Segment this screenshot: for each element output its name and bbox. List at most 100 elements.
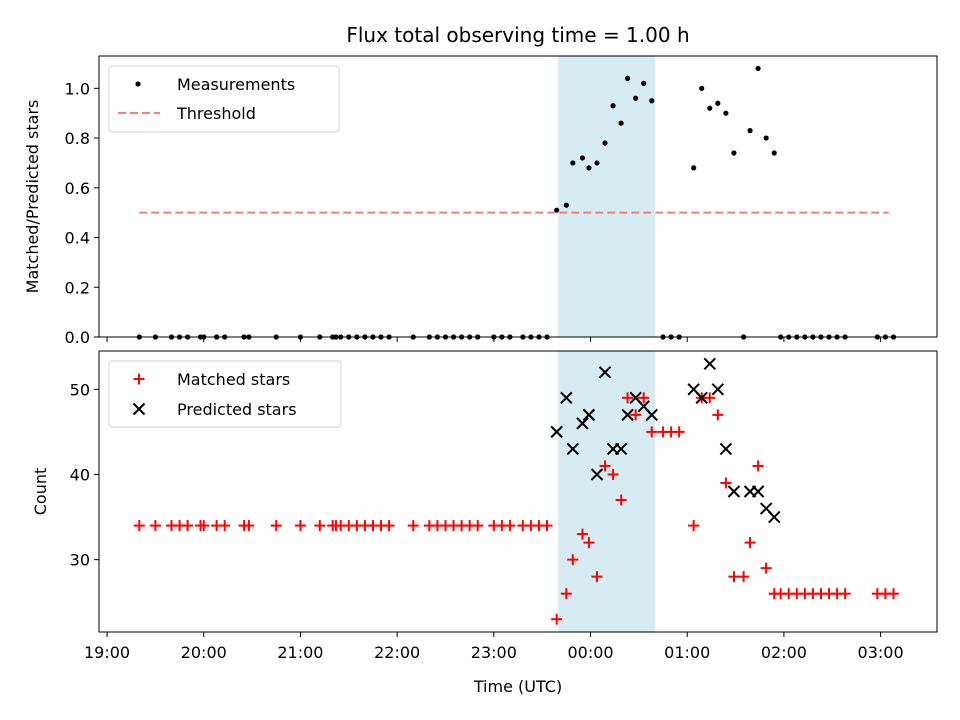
- matched-star-point: [728, 571, 740, 583]
- matched-star-point: [472, 520, 484, 532]
- matched-star-point: [576, 528, 588, 540]
- measurement-point: [747, 128, 753, 134]
- matched-star-point: [294, 520, 306, 532]
- bottom-legend: Matched stars Predicted stars: [108, 360, 342, 428]
- bottom-y-tick-label: 40: [70, 465, 90, 484]
- matched-star-point: [622, 392, 634, 404]
- predicted-star-point: [703, 357, 716, 370]
- predicted-star-point: [768, 510, 781, 524]
- x-tick-label: 21:00: [277, 643, 323, 662]
- measurement-point: [771, 150, 777, 156]
- predicted-star-point: [576, 417, 589, 430]
- legend-matched-marker: [133, 373, 145, 385]
- top-y-tick-label: 0.6: [65, 179, 90, 198]
- predicted-star-point: [719, 442, 733, 456]
- matched-star-point: [133, 520, 145, 532]
- measurement-point: [763, 135, 769, 141]
- matched-star-point: [839, 588, 851, 600]
- matched-star-point: [673, 426, 685, 438]
- bottom-y-tick-label: 30: [70, 551, 90, 570]
- matched-star-point: [646, 426, 658, 438]
- x-axis-label: Time (UTC): [473, 677, 562, 696]
- observing-window-band-top: [558, 56, 655, 337]
- x-tick-label: 02:00: [761, 643, 807, 662]
- top-axes-frame: [98, 55, 938, 338]
- top-y-tick-label: 0.2: [65, 278, 90, 297]
- matched-star-point: [720, 477, 732, 489]
- predicted-star-point: [711, 383, 725, 396]
- legend-threshold-label: Threshold: [176, 104, 256, 123]
- measurement-point: [554, 207, 560, 213]
- predicted-star-point: [590, 468, 604, 481]
- top-panel: 0.0 0.2 0.4 0.6 0.8 1.0 Matched/Predicted sta…: [23, 55, 938, 347]
- top-legend-box: [108, 65, 340, 133]
- bottom-series-layer: [133, 357, 899, 625]
- measurement-point: [579, 155, 586, 161]
- x-tick-label: 03:00: [858, 643, 904, 662]
- top-y-tick-label: 1.0: [65, 79, 90, 98]
- measurement-point: [707, 105, 713, 111]
- predicted-star-point: [566, 442, 579, 456]
- bottom-legend-box: [108, 360, 342, 428]
- legend-measurements-label: Measurements: [177, 75, 295, 94]
- x-tick-label: 00:00: [567, 643, 613, 662]
- top-y-axis: 0.0 0.2 0.4 0.6 0.8 1.0: [65, 79, 99, 347]
- measurement-point: [586, 165, 592, 171]
- measurement-point: [731, 150, 737, 156]
- matched-star-point: [504, 520, 516, 532]
- predicted-star-point: [598, 366, 612, 379]
- measurement-point: [594, 160, 600, 166]
- predicted-star-point: [614, 442, 628, 456]
- bottom-y-tick-label: 50: [70, 380, 90, 399]
- measurement-point: [691, 165, 697, 171]
- matched-star-point: [712, 409, 724, 421]
- matched-star-point: [182, 520, 194, 532]
- measurement-point: [641, 80, 647, 86]
- matched-star-point: [583, 537, 595, 549]
- x-tick-label: 01:00: [664, 643, 710, 662]
- predicted-star-point: [582, 408, 596, 422]
- bottom-axes-frame: [98, 350, 938, 633]
- measurement-point: [633, 95, 639, 101]
- measurement-point: [610, 103, 616, 109]
- predicted-star-point: [560, 391, 573, 405]
- matched-star-point: [219, 520, 231, 532]
- measurement-point: [699, 85, 705, 91]
- matched-star-point: [599, 460, 611, 472]
- top-y-axis-label: Matched/Predicted stars: [23, 100, 42, 294]
- measurement-point: [618, 120, 624, 126]
- bottom-panel: 30 40 50 19:00 20:00 21:00 22:00 23:00 00:00 01:…: [31, 350, 938, 696]
- matched-star-point: [738, 571, 750, 583]
- bottom-y-axis-label: Count: [31, 468, 50, 516]
- top-y-tick-label: 0.8: [65, 129, 90, 148]
- predicted-star-point: [695, 391, 708, 405]
- matched-star-point: [551, 613, 563, 625]
- predicted-star-point: [550, 425, 563, 439]
- x-tick-label: 19:00: [84, 643, 130, 662]
- matched-star-point: [630, 409, 642, 421]
- legend-predicted-label: Predicted stars: [177, 400, 297, 419]
- matched-star-point: [638, 392, 650, 404]
- matched-star-point: [314, 520, 326, 532]
- measurement-point: [602, 140, 608, 146]
- matched-star-point: [591, 571, 603, 583]
- matched-star-point: [383, 520, 395, 532]
- matched-star-point: [744, 537, 756, 549]
- bottom-x-axis: 19:00 20:00 21:00 22:00 23:00 00:00 01:00 02:00…: [84, 632, 904, 662]
- matched-star-point: [541, 520, 553, 532]
- top-x-axis: [106, 337, 882, 342]
- measurement-point: [570, 160, 576, 166]
- measurement-point: [723, 110, 729, 116]
- predicted-star-point: [621, 408, 634, 422]
- matched-star-point: [887, 588, 899, 600]
- matched-star-point: [615, 494, 627, 506]
- top-legend: Measurements Threshold: [108, 65, 340, 133]
- x-tick-label: 22:00: [374, 643, 420, 662]
- chart-title: Flux total observing time = 1.00 h: [346, 23, 689, 47]
- matched-star-point: [688, 520, 700, 532]
- measurement-point: [715, 100, 721, 106]
- matched-star-point: [752, 460, 764, 472]
- predicted-star-point: [751, 485, 765, 498]
- matched-star-point: [270, 520, 282, 532]
